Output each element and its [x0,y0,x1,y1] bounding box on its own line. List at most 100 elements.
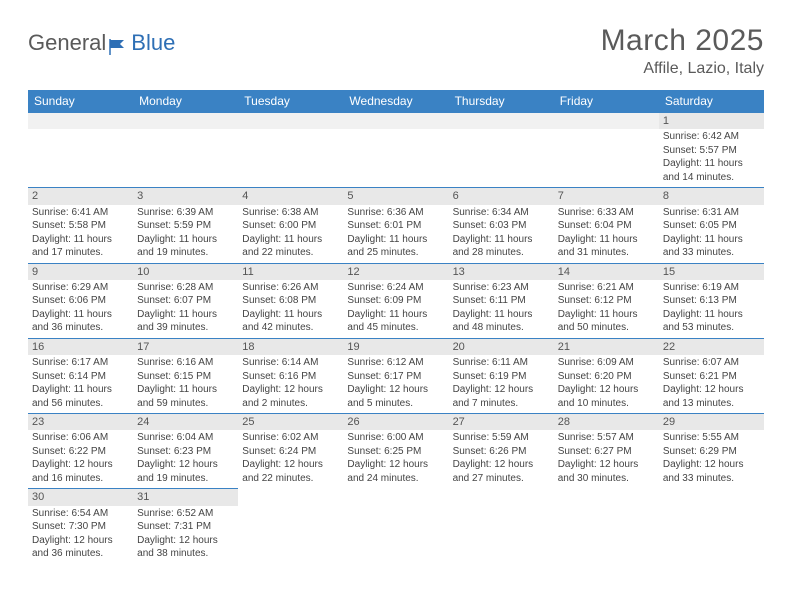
day-number: 20 [449,339,554,355]
day-details: Sunrise: 6:19 AMSunset: 6:13 PMDaylight:… [659,280,764,338]
day-details: Sunrise: 6:23 AMSunset: 6:11 PMDaylight:… [449,280,554,338]
day-cell: 2Sunrise: 6:41 AMSunset: 5:58 PMDaylight… [28,188,133,263]
day-details: Sunrise: 6:00 AMSunset: 6:25 PMDaylight:… [343,430,448,488]
day-number: 19 [343,339,448,355]
day-details: Sunrise: 6:17 AMSunset: 6:14 PMDaylight:… [28,355,133,413]
day-number: 10 [133,264,238,280]
empty-day-head [133,113,238,129]
empty-cell [659,489,764,564]
day-details: Sunrise: 6:14 AMSunset: 6:16 PMDaylight:… [238,355,343,413]
day-cell: 13Sunrise: 6:23 AMSunset: 6:11 PMDayligh… [449,263,554,338]
day-number: 11 [238,264,343,280]
day-details: Sunrise: 5:59 AMSunset: 6:26 PMDaylight:… [449,430,554,488]
week-row: 30Sunrise: 6:54 AMSunset: 7:30 PMDayligh… [28,489,764,564]
day-number: 5 [343,188,448,204]
day-details: Sunrise: 6:12 AMSunset: 6:17 PMDaylight:… [343,355,448,413]
day-details: Sunrise: 6:24 AMSunset: 6:09 PMDaylight:… [343,280,448,338]
day-cell: 26Sunrise: 6:00 AMSunset: 6:25 PMDayligh… [343,414,448,489]
week-row: 2Sunrise: 6:41 AMSunset: 5:58 PMDaylight… [28,188,764,263]
empty-day-head [28,113,133,129]
day-cell: 1Sunrise: 6:42 AMSunset: 5:57 PMDaylight… [659,113,764,188]
header: General Blue March 2025 Affile, Lazio, I… [28,24,764,78]
day-number: 24 [133,414,238,430]
day-details: Sunrise: 6:04 AMSunset: 6:23 PMDaylight:… [133,430,238,488]
week-row: 9Sunrise: 6:29 AMSunset: 6:06 PMDaylight… [28,263,764,338]
empty-cell [133,113,238,188]
day-cell: 19Sunrise: 6:12 AMSunset: 6:17 PMDayligh… [343,338,448,413]
day-cell: 8Sunrise: 6:31 AMSunset: 6:05 PMDaylight… [659,188,764,263]
day-details: Sunrise: 6:07 AMSunset: 6:21 PMDaylight:… [659,355,764,413]
day-details: Sunrise: 6:52 AMSunset: 7:31 PMDaylight:… [133,506,238,564]
day-cell: 31Sunrise: 6:52 AMSunset: 7:31 PMDayligh… [133,489,238,564]
calendar-head: SundayMondayTuesdayWednesdayThursdayFrid… [28,90,764,113]
day-number: 6 [449,188,554,204]
weekday-header: Monday [133,90,238,113]
day-number: 2 [28,188,133,204]
calendar-table: SundayMondayTuesdayWednesdayThursdayFrid… [28,90,764,564]
day-details: Sunrise: 5:55 AMSunset: 6:29 PMDaylight:… [659,430,764,488]
day-cell: 25Sunrise: 6:02 AMSunset: 6:24 PMDayligh… [238,414,343,489]
day-details: Sunrise: 6:16 AMSunset: 6:15 PMDaylight:… [133,355,238,413]
day-details: Sunrise: 6:28 AMSunset: 6:07 PMDaylight:… [133,280,238,338]
day-cell: 6Sunrise: 6:34 AMSunset: 6:03 PMDaylight… [449,188,554,263]
day-cell: 24Sunrise: 6:04 AMSunset: 6:23 PMDayligh… [133,414,238,489]
day-cell: 17Sunrise: 6:16 AMSunset: 6:15 PMDayligh… [133,338,238,413]
weekday-header: Wednesday [343,90,448,113]
day-cell: 9Sunrise: 6:29 AMSunset: 6:06 PMDaylight… [28,263,133,338]
day-details: Sunrise: 6:36 AMSunset: 6:01 PMDaylight:… [343,205,448,263]
day-number: 30 [28,489,133,505]
day-number: 21 [554,339,659,355]
day-cell: 21Sunrise: 6:09 AMSunset: 6:20 PMDayligh… [554,338,659,413]
day-details: Sunrise: 6:38 AMSunset: 6:00 PMDaylight:… [238,205,343,263]
logo-text-general: General [28,30,106,56]
day-number: 18 [238,339,343,355]
weekday-header: Tuesday [238,90,343,113]
week-row: 16Sunrise: 6:17 AMSunset: 6:14 PMDayligh… [28,338,764,413]
day-number: 4 [238,188,343,204]
day-cell: 29Sunrise: 5:55 AMSunset: 6:29 PMDayligh… [659,414,764,489]
day-number: 7 [554,188,659,204]
weekday-header: Sunday [28,90,133,113]
empty-cell [554,489,659,564]
day-cell: 10Sunrise: 6:28 AMSunset: 6:07 PMDayligh… [133,263,238,338]
empty-cell [343,489,448,564]
day-cell: 14Sunrise: 6:21 AMSunset: 6:12 PMDayligh… [554,263,659,338]
empty-day-head [238,113,343,129]
day-cell: 30Sunrise: 6:54 AMSunset: 7:30 PMDayligh… [28,489,133,564]
empty-cell [238,113,343,188]
location: Affile, Lazio, Italy [601,60,764,78]
day-cell: 3Sunrise: 6:39 AMSunset: 5:59 PMDaylight… [133,188,238,263]
week-row: 1Sunrise: 6:42 AMSunset: 5:57 PMDaylight… [28,113,764,188]
day-details: Sunrise: 6:29 AMSunset: 6:06 PMDaylight:… [28,280,133,338]
day-details: Sunrise: 6:33 AMSunset: 6:04 PMDaylight:… [554,205,659,263]
weekday-header: Saturday [659,90,764,113]
day-cell: 20Sunrise: 6:11 AMSunset: 6:19 PMDayligh… [449,338,554,413]
day-details: Sunrise: 6:06 AMSunset: 6:22 PMDaylight:… [28,430,133,488]
day-number: 16 [28,339,133,355]
weekday-header: Thursday [449,90,554,113]
day-number: 12 [343,264,448,280]
day-details: Sunrise: 6:02 AMSunset: 6:24 PMDaylight:… [238,430,343,488]
day-details: Sunrise: 6:09 AMSunset: 6:20 PMDaylight:… [554,355,659,413]
day-number: 13 [449,264,554,280]
day-details: Sunrise: 6:11 AMSunset: 6:19 PMDaylight:… [449,355,554,413]
day-cell: 5Sunrise: 6:36 AMSunset: 6:01 PMDaylight… [343,188,448,263]
empty-cell [343,113,448,188]
day-number: 15 [659,264,764,280]
day-number: 1 [659,113,764,129]
day-number: 27 [449,414,554,430]
empty-cell [449,113,554,188]
day-details: Sunrise: 6:26 AMSunset: 6:08 PMDaylight:… [238,280,343,338]
empty-cell [554,113,659,188]
day-details: Sunrise: 5:57 AMSunset: 6:27 PMDaylight:… [554,430,659,488]
title-block: March 2025 Affile, Lazio, Italy [601,24,764,78]
month-title: March 2025 [601,24,764,58]
day-cell: 7Sunrise: 6:33 AMSunset: 6:04 PMDaylight… [554,188,659,263]
day-details: Sunrise: 6:41 AMSunset: 5:58 PMDaylight:… [28,205,133,263]
day-cell: 22Sunrise: 6:07 AMSunset: 6:21 PMDayligh… [659,338,764,413]
day-cell: 18Sunrise: 6:14 AMSunset: 6:16 PMDayligh… [238,338,343,413]
day-cell: 27Sunrise: 5:59 AMSunset: 6:26 PMDayligh… [449,414,554,489]
day-details: Sunrise: 6:31 AMSunset: 6:05 PMDaylight:… [659,205,764,263]
day-details: Sunrise: 6:21 AMSunset: 6:12 PMDaylight:… [554,280,659,338]
day-number: 14 [554,264,659,280]
